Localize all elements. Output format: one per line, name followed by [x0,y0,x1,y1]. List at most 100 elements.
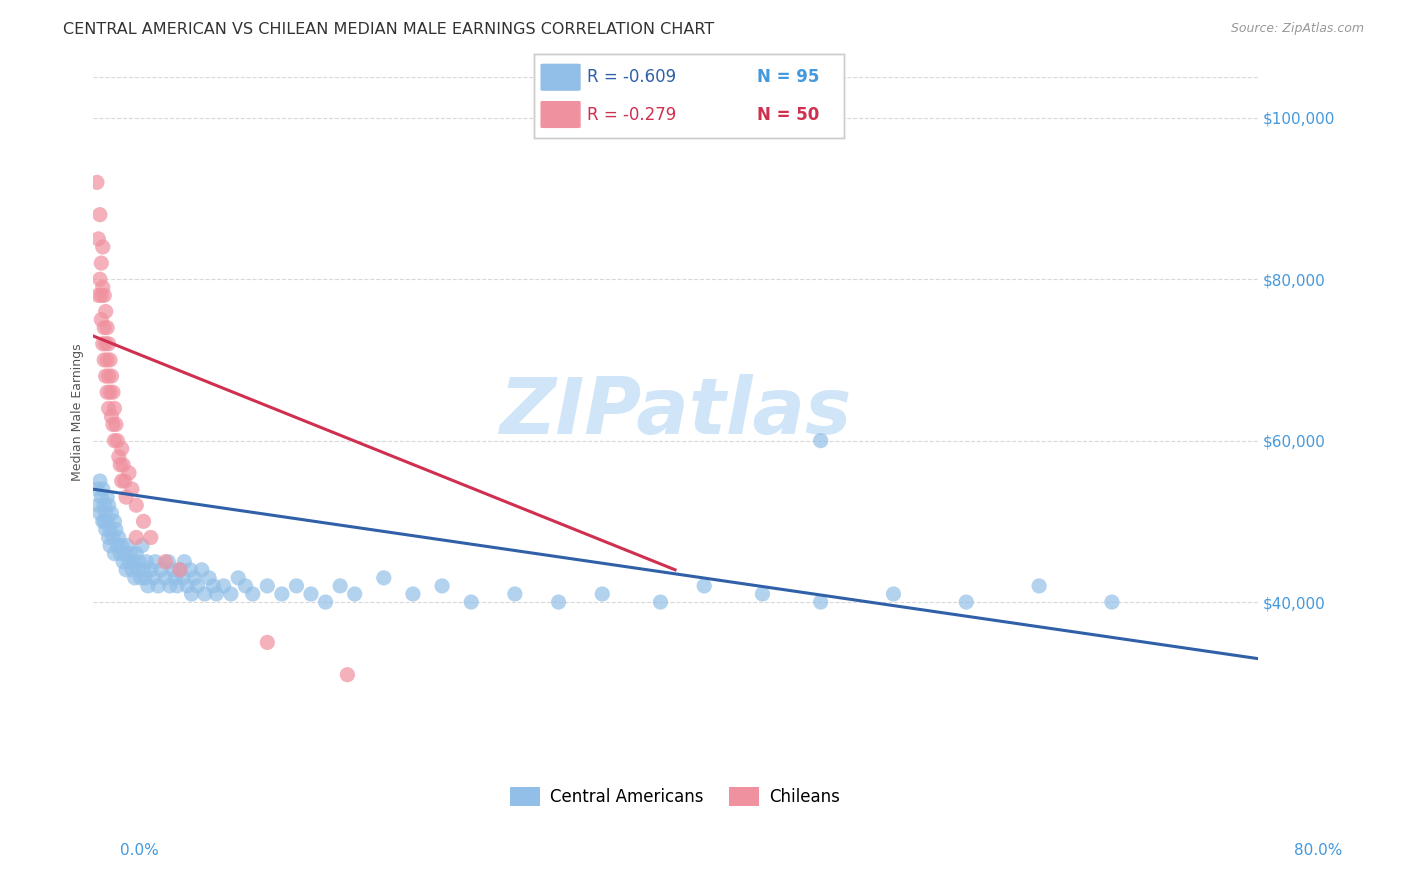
Point [103,514,125,528]
Point [194,587,217,601]
Point [97,531,120,545]
Point [96,385,118,400]
Point [93,288,115,302]
Point [86,482,108,496]
Point [157,555,180,569]
Point [96,353,118,368]
Point [105,434,128,448]
Point [101,417,124,432]
Point [955,595,977,609]
Point [256,635,278,649]
Point [169,563,191,577]
Point [810,434,832,448]
Point [91,336,114,351]
Point [191,563,214,577]
Point [115,490,138,504]
Point [90,312,112,326]
Point [547,595,569,609]
Point [118,555,141,569]
Point [100,369,122,384]
Point [172,571,194,585]
Point [315,595,337,609]
Point [94,506,117,520]
Point [751,587,773,601]
FancyBboxPatch shape [540,101,581,128]
Point [235,579,257,593]
Legend: Central Americans, Chileans: Central Americans, Chileans [503,780,846,813]
Point [299,587,322,601]
Point [120,547,142,561]
Point [129,571,152,585]
Point [122,555,145,569]
Point [285,579,308,593]
Point [89,272,111,286]
Point [114,474,136,488]
Point [219,587,242,601]
Point [97,369,120,384]
Point [103,401,125,416]
Point [93,514,115,528]
Point [87,232,110,246]
Text: Source: ZipAtlas.com: Source: ZipAtlas.com [1230,22,1364,36]
Point [150,563,173,577]
Point [242,587,264,601]
Point [180,587,202,601]
Point [139,531,162,545]
Point [90,288,112,302]
Point [98,539,121,553]
Point [101,385,124,400]
Point [111,474,134,488]
Text: 0.0%: 0.0% [120,843,159,858]
Point [107,531,129,545]
Point [86,175,108,189]
Point [93,498,115,512]
Point [90,490,112,504]
Text: CENTRAL AMERICAN VS CHILEAN MEDIAN MALE EARNINGS CORRELATION CHART: CENTRAL AMERICAN VS CHILEAN MEDIAN MALE … [63,22,714,37]
Point [104,417,127,432]
Point [105,539,128,553]
Point [96,490,118,504]
Point [89,208,111,222]
Point [110,458,132,472]
Point [111,539,134,553]
Point [114,547,136,561]
Point [94,336,117,351]
Point [155,571,177,585]
Point [93,353,115,368]
Point [112,458,135,472]
Point [132,514,155,528]
Point [94,304,117,318]
Point [503,587,526,601]
Point [125,498,148,512]
Point [179,563,201,577]
Point [882,587,904,601]
Point [100,506,122,520]
Point [117,539,139,553]
Point [94,369,117,384]
Point [155,555,177,569]
Point [128,555,150,569]
Point [91,514,114,528]
Point [111,442,134,456]
Point [136,579,159,593]
Point [112,555,135,569]
Point [460,595,482,609]
Text: ZIPatlas: ZIPatlas [499,375,851,450]
Point [169,563,191,577]
Point [124,571,146,585]
Point [121,482,143,496]
Point [91,240,114,254]
Point [162,563,184,577]
Point [127,563,149,577]
Point [131,539,153,553]
Point [591,587,613,601]
Text: N = 50: N = 50 [756,105,820,123]
Point [91,482,114,496]
Point [121,563,143,577]
Point [115,563,138,577]
Point [93,320,115,334]
Point [159,579,181,593]
FancyBboxPatch shape [540,63,581,91]
Point [125,531,148,545]
Point [198,571,221,585]
